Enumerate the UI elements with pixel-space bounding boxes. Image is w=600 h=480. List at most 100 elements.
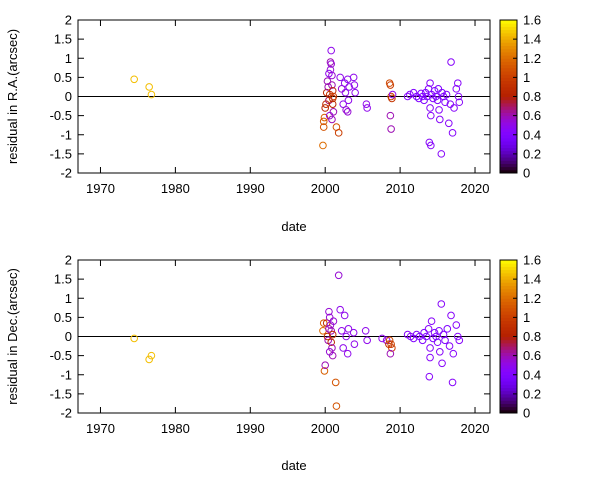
data-point — [448, 378, 457, 387]
colorbar-segment — [500, 301, 517, 306]
data-point — [321, 361, 330, 369]
colorbar-segment — [500, 263, 517, 267]
colorbar-segment — [500, 118, 517, 123]
data-point — [387, 125, 395, 133]
data-point — [327, 60, 335, 68]
colorbar-segment — [500, 96, 517, 101]
data-point — [382, 336, 391, 345]
colorbar-segment — [500, 80, 517, 85]
y-tick-label: -1.5 — [50, 386, 72, 401]
y-tick-label: 1.5 — [54, 32, 72, 47]
data-point — [327, 338, 335, 347]
data-point — [328, 115, 336, 124]
colorbar-segment — [500, 67, 517, 72]
data-point — [425, 372, 434, 381]
y-tick-label: 0 — [65, 329, 72, 344]
colorbar-segment — [500, 115, 517, 120]
data-point — [339, 100, 347, 108]
colorbar-segment — [500, 298, 517, 302]
colorbar-segment — [500, 23, 517, 27]
data-point — [445, 119, 453, 128]
data-point — [328, 100, 337, 108]
data-point — [388, 90, 397, 99]
x-tick-label: 1990 — [236, 181, 265, 196]
colorbar-segment — [500, 122, 517, 126]
colorbar-segment — [500, 362, 517, 366]
colorbar-segment — [500, 45, 517, 50]
colorbar-segment — [500, 326, 517, 331]
colorbar-tick-label: 1.2 — [523, 51, 541, 66]
data-point — [328, 86, 337, 95]
colorbar-segment — [500, 109, 517, 113]
data-point — [436, 348, 444, 356]
colorbar-segment — [500, 304, 517, 309]
colorbar-segment — [500, 74, 517, 78]
y-tick-label: 2 — [65, 13, 72, 28]
colorbar-segment — [500, 150, 517, 155]
data-point — [323, 332, 332, 341]
data-point — [438, 88, 446, 97]
data-point — [441, 98, 449, 107]
colorbar-tick-label: 0.8 — [523, 89, 541, 104]
colorbar-tick-label: 1.4 — [523, 32, 541, 47]
colorbar-segment — [500, 323, 517, 328]
data-point — [363, 104, 371, 112]
data-point — [325, 325, 333, 333]
colorbar-segment — [500, 397, 517, 401]
colorbar-segment — [500, 288, 517, 293]
colorbar-segment — [500, 349, 517, 353]
y-tick-label: -1 — [60, 127, 72, 142]
data-point — [403, 92, 412, 101]
data-point — [452, 321, 461, 329]
data-point — [350, 81, 359, 89]
x-tick-label: 2020 — [461, 421, 490, 436]
colorbar-segment — [500, 371, 517, 376]
colorbar-segment — [500, 42, 517, 46]
colorbar-tick-label: 1.2 — [523, 291, 541, 306]
data-point — [145, 355, 153, 364]
data-point — [344, 325, 353, 333]
data-point — [339, 344, 347, 352]
colorbar-segment — [500, 99, 517, 104]
colorbar-segment — [500, 352, 517, 357]
colorbar-segment — [500, 409, 517, 414]
colorbar-tick-label: 0.6 — [523, 348, 541, 363]
colorbar-tick-label: 0.4 — [523, 367, 541, 382]
colorbar-segment — [500, 368, 517, 373]
data-point — [321, 104, 330, 112]
colorbar-tick-label: 0.4 — [523, 127, 541, 142]
colorbar-segment — [500, 55, 517, 59]
colorbar-segment — [500, 160, 517, 164]
colorbar-segment — [500, 147, 517, 152]
colorbar-segment — [500, 374, 517, 379]
data-point — [378, 334, 386, 343]
colorbar-segment — [500, 166, 517, 171]
data-point — [320, 367, 329, 375]
colorbar-segment — [500, 320, 517, 325]
colorbar-segment — [500, 342, 517, 347]
data-point — [331, 378, 340, 387]
y-tick-label: -1.5 — [50, 146, 72, 161]
colorbar-segment — [500, 83, 517, 88]
data-point — [452, 85, 461, 93]
colorbar-segment — [500, 285, 517, 290]
data-point — [443, 325, 452, 333]
colorbar-segment — [500, 355, 517, 360]
colorbar-segment — [500, 169, 517, 174]
colorbar-segment — [500, 269, 517, 274]
data-point — [424, 325, 433, 333]
y-axis-label: residual in Dec.(arcsec) — [5, 268, 20, 405]
colorbar-segment — [500, 260, 517, 264]
colorbar-segment — [500, 275, 517, 280]
data-point — [145, 83, 153, 91]
data-point — [320, 113, 329, 122]
data-point — [329, 92, 338, 101]
data-point — [433, 96, 442, 105]
colorbar-tick-label: 1.6 — [523, 13, 541, 28]
colorbar-segment — [500, 61, 517, 66]
data-point — [325, 348, 334, 356]
colorbar-tick-label: 0 — [523, 406, 530, 421]
data-point — [325, 111, 334, 120]
data-point — [387, 340, 395, 348]
data-point — [435, 326, 443, 335]
